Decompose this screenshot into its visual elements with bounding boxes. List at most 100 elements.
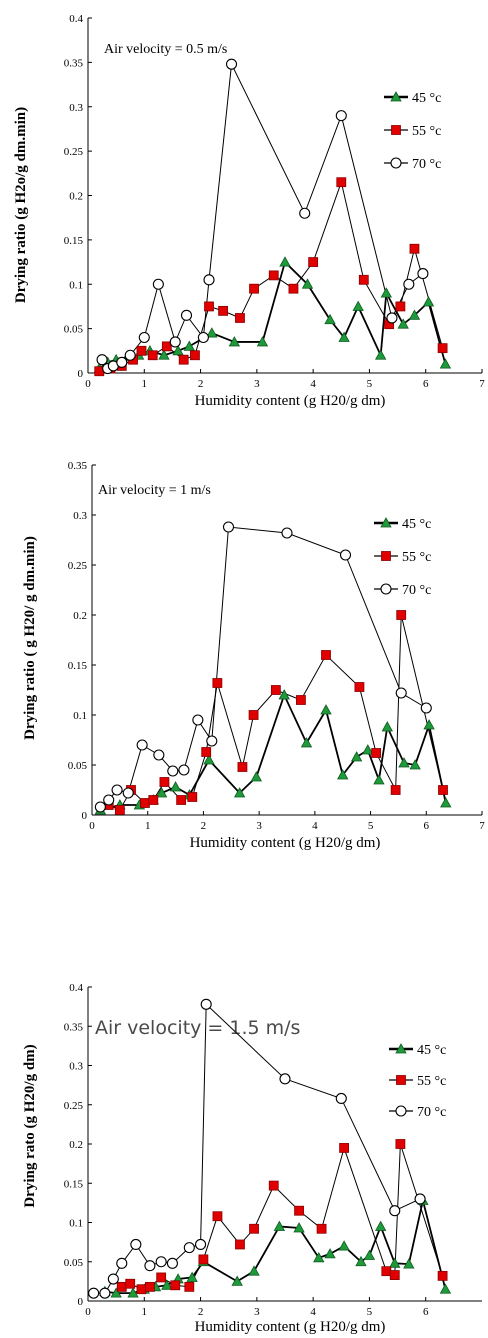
data-point-triangle — [203, 754, 215, 765]
data-point-square — [395, 1139, 406, 1149]
data-point-square — [212, 1211, 223, 1222]
data-point-circle — [197, 331, 209, 344]
data-point-circle — [169, 336, 181, 348]
data-point-circle — [299, 207, 311, 219]
data-point-square — [270, 685, 281, 695]
data-point-circle — [116, 1257, 128, 1269]
data-point-square — [437, 343, 448, 354]
data-point-triangle — [324, 313, 336, 325]
data-point-square — [358, 274, 369, 285]
data-point-square — [235, 313, 245, 323]
data-point-circle — [183, 1242, 195, 1254]
y-tick-label: 0.35 — [64, 57, 84, 69]
data-point-square — [308, 257, 319, 267]
x-tick-label: 4 — [310, 378, 316, 390]
data-point-triangle — [423, 719, 435, 730]
data-point-square — [268, 1180, 279, 1191]
chart-panel-1.5ms: Air velocity = 1.5 m/s Humidity content … — [22, 982, 482, 1335]
x-tick-label: 7 — [479, 820, 485, 832]
data-point-triangle — [279, 256, 291, 267]
data-point-triangle — [320, 704, 332, 715]
data-point-square — [198, 1254, 209, 1265]
y-tick-label: 0.2 — [69, 191, 83, 203]
data-point-circle — [166, 1257, 178, 1269]
legend-label: 55 °c — [412, 124, 441, 139]
x-tick-label: 5 — [367, 1306, 373, 1318]
chart-annotation: Air velocity = 1 m/s — [98, 483, 211, 498]
y-tick-label: 0 — [78, 368, 84, 380]
legend-marker-circle — [390, 157, 402, 169]
data-point-square — [125, 1278, 136, 1289]
data-point-triangle — [186, 1271, 198, 1282]
data-point-circle — [414, 1193, 426, 1205]
legend-marker-circle — [395, 1105, 407, 1117]
y-tick-label: 0.15 — [64, 1178, 84, 1190]
data-point-circle — [335, 110, 347, 122]
data-point-square — [237, 762, 248, 772]
data-point-square — [395, 301, 406, 312]
y-tick-label: 0.05 — [64, 324, 84, 336]
data-point-square — [396, 610, 407, 620]
data-point-triangle — [313, 1251, 325, 1263]
data-point-triangle — [301, 278, 314, 289]
data-point-circle — [417, 268, 429, 280]
x-tick-label: 5 — [367, 378, 373, 390]
data-point-square — [136, 345, 147, 356]
x-tick-label: 2 — [201, 820, 207, 832]
series-line-circle — [100, 526, 427, 808]
data-point-triangle — [381, 721, 393, 732]
data-point-circle — [122, 787, 134, 799]
legend-label: 45 °c — [402, 517, 431, 532]
data-point-square — [249, 1223, 259, 1234]
data-point-circle — [138, 331, 150, 344]
data-point-triangle — [397, 318, 409, 329]
data-point-triangle — [256, 336, 269, 347]
data-point-circle — [225, 58, 238, 70]
data-point-circle — [153, 749, 165, 761]
data-point-triangle — [250, 771, 263, 782]
legend-marker-square — [381, 551, 391, 561]
data-point-circle — [178, 764, 190, 776]
legend-label: 45 °c — [412, 91, 441, 106]
data-point-triangle — [408, 309, 421, 320]
x-tick-label: 5 — [368, 820, 374, 832]
y-tick-label: 0.4 — [69, 982, 83, 994]
data-point-triangle — [380, 287, 392, 298]
data-point-circle — [386, 312, 398, 324]
data-point-square — [288, 283, 299, 294]
y-tick-label: 0 — [82, 810, 88, 822]
data-point-square — [268, 270, 279, 281]
data-point-triangle — [439, 358, 452, 369]
series-line-circle — [101, 62, 424, 370]
data-point-square — [161, 341, 172, 352]
data-point-circle — [180, 309, 193, 321]
data-point-square — [409, 243, 420, 254]
data-point-circle — [279, 1073, 291, 1085]
x-axis-label: Humidity content (g H20/g dm) — [190, 835, 381, 851]
y-axis-label: Drying ratio ( g H20/ g dm.min) — [22, 536, 38, 740]
y-tick-label: 0.25 — [68, 560, 88, 572]
data-point-circle — [167, 765, 179, 777]
x-tick-label: 2 — [198, 1306, 204, 1318]
data-point-triangle — [293, 1222, 305, 1233]
y-tick-label: 0.1 — [69, 1218, 83, 1230]
y-tick-label: 0.3 — [73, 510, 87, 522]
data-point-square — [148, 795, 159, 805]
data-point-circle — [107, 1273, 119, 1285]
y-tick-label: 0.25 — [64, 1100, 84, 1112]
data-point-square — [159, 777, 170, 787]
data-point-triangle — [338, 331, 350, 342]
data-point-square — [201, 747, 212, 757]
data-point-square — [249, 283, 259, 294]
legend-label: 70 °c — [417, 1105, 446, 1120]
data-point-square — [156, 1272, 167, 1283]
data-point-circle — [124, 349, 136, 361]
legend-label: 45 °c — [417, 1043, 446, 1058]
y-tick-label: 0.3 — [69, 1061, 83, 1073]
y-tick-label: 0.15 — [64, 235, 84, 247]
data-point-circle — [403, 278, 415, 290]
data-point-circle — [222, 521, 235, 533]
data-point-circle — [96, 354, 108, 366]
data-point-triangle — [155, 787, 168, 798]
data-point-triangle — [403, 1258, 415, 1269]
